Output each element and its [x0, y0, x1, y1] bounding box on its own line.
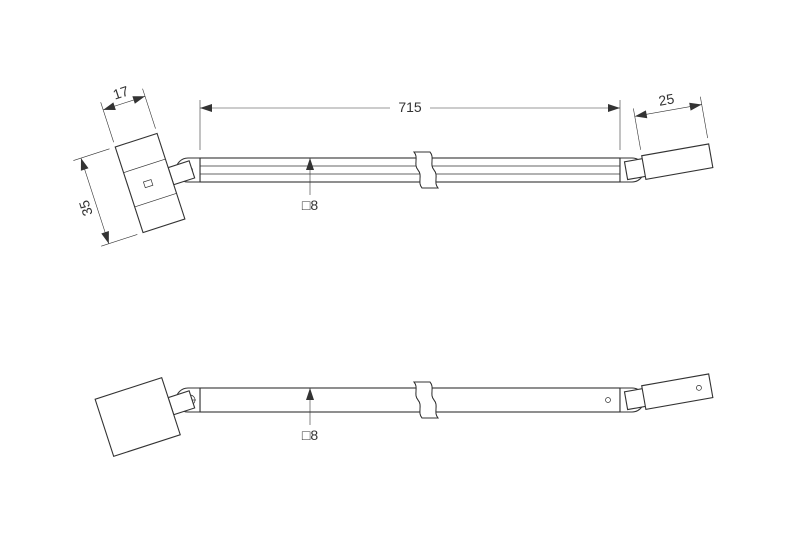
- end-piece-bottom: [624, 374, 713, 413]
- bottom-view: □8: [95, 371, 713, 456]
- end-piece: [624, 144, 713, 183]
- dim-715-label: 715: [398, 99, 422, 115]
- dim-715: 715: [200, 96, 620, 150]
- top-view: 715 25 17: [45, 78, 713, 249]
- dim-sq8-bottom-label: □8: [302, 427, 318, 443]
- dim-25-label: 25: [657, 90, 675, 108]
- dim-sq8-top-label: □8: [302, 197, 318, 213]
- dim-25: 25: [631, 86, 707, 150]
- shaft: [200, 158, 620, 182]
- shaft-break: [414, 152, 438, 188]
- head-block-bottom: [95, 371, 201, 456]
- dim-17: 17: [97, 78, 155, 142]
- shaft-break-bottom: [414, 382, 438, 418]
- dim-17-label: 17: [111, 83, 131, 103]
- dim-35-label: 35: [76, 198, 96, 218]
- shaft-bottom: [200, 388, 620, 412]
- technical-drawing: 715 25 17: [0, 0, 800, 547]
